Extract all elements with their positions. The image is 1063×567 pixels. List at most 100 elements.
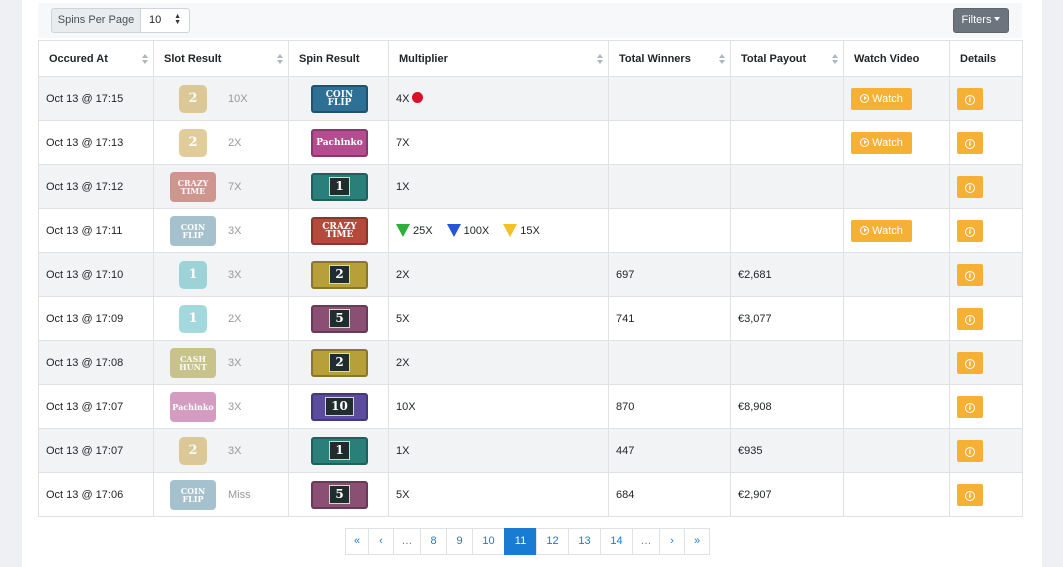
total-winners-cell [608,208,731,253]
info-icon: i [965,94,975,105]
occured-at-cell: Oct 13 @ 17:15 [38,76,154,121]
total-winners-cell [608,340,731,385]
filters-button[interactable]: Filters [953,8,1009,33]
total-payout-cell [730,76,844,121]
details-cell: i [949,384,1023,429]
spin-result-icon: 1 [311,172,368,201]
details-button[interactable]: i [957,395,983,418]
sort-icon[interactable] [277,54,284,65]
pagination-item[interactable]: 13 [568,528,601,555]
total-payout-cell: €8,908 [730,384,844,429]
slot-multiplier: 3X [228,356,242,369]
details-cell: i [949,120,1023,165]
sort-icon[interactable] [597,54,604,65]
pagination-item[interactable]: 14 [600,528,633,555]
col-header-occured-at[interactable]: Occured At [38,40,154,77]
table-row: Oct 13 @ 17:08 CASH HUNT 3X 2 2X i [38,340,1023,385]
bonus-flapper-icon [396,224,410,237]
watch-video-cell [843,384,950,429]
details-button[interactable]: i [957,131,983,154]
spins-per-page-select[interactable]: 10 ▲ ▼ [140,8,190,33]
spin-result-cell: 2 [288,340,389,385]
multiplier-cell: 4X [388,76,609,121]
pagination: «‹… 8 9 10 11 12 13 14… ›» [345,528,710,555]
pagination-item[interactable]: 8 [420,528,447,555]
table-toolbar [38,3,1022,38]
pagination-item[interactable]: 10 [472,528,505,555]
watch-video-cell [843,340,950,385]
slot-result-cell: COIN FLIP 3X [153,208,289,253]
col-header-total-winners[interactable]: Total Winners [608,40,731,77]
multiplier-value: 1X [396,444,410,457]
bonus-multiplier: 25X [396,224,433,237]
pagination-item[interactable]: « [345,528,369,555]
details-button[interactable]: i [957,87,983,110]
pagination-item[interactable]: 11 [504,528,537,555]
pagination-item[interactable]: 9 [446,528,473,555]
details-button[interactable]: i [957,219,983,242]
slot-result-cell: COIN FLIP Miss [153,472,289,517]
pagination-item[interactable]: 12 [536,528,569,555]
col-header-total-payout[interactable]: Total Payout [730,40,844,77]
multiplier-value: 5X [396,488,410,501]
sort-icon[interactable] [719,54,726,65]
spin-result-cell: 1 [288,164,389,209]
multiplier-cell: 7X [388,120,609,165]
details-cell: i [949,472,1023,517]
occured-at-cell: Oct 13 @ 17:12 [38,164,154,209]
multiplier-cell: 5X [388,296,609,341]
info-icon: i [965,358,975,369]
slot-multiplier: 3X [228,444,242,457]
col-header-slot-result[interactable]: Slot Result [153,40,289,77]
pagination-item[interactable]: ‹ [368,528,394,555]
details-button[interactable]: i [957,307,983,330]
slot-result-icon: 2 [179,436,207,465]
select-caret-icon: ▲ ▼ [174,13,181,26]
occured-at-cell: Oct 13 @ 17:07 [38,384,154,429]
multiplier-value: 2X [396,268,410,281]
details-button[interactable]: i [957,263,983,286]
spins-per-page-label: Spins Per Page [51,8,140,33]
total-winners-cell: 447 [608,428,731,473]
slot-result-cell: CRAZY TIME 7X [153,164,289,209]
details-button[interactable]: i [957,483,983,506]
info-icon: i [965,402,975,413]
total-payout-cell: €935 [730,428,844,473]
details-button[interactable]: i [957,175,983,198]
watch-button[interactable]: Watch [851,219,912,242]
sort-icon[interactable] [832,54,839,65]
spin-result-cell: CRAZY TIME [288,208,389,253]
slot-multiplier: Miss [228,488,251,501]
col-header-multiplier[interactable]: Multiplier [388,40,609,77]
watch-button[interactable]: Watch [851,87,912,110]
filters-label: Filters [961,14,992,26]
multiplier-value: 2X [396,356,410,369]
bonus-flapper-icon [503,224,518,237]
total-payout-cell: €2,681 [730,252,844,297]
red-dot-icon [412,92,424,103]
occured-at-cell: Oct 13 @ 17:07 [38,428,154,473]
table-row: Oct 13 @ 17:07 2 3X 1 1X 447 €935 i [38,428,1023,473]
info-icon: i [965,270,975,281]
info-icon: i [965,490,975,501]
slot-result-icon: 2 [179,128,207,157]
slot-multiplier: 2X [228,312,242,325]
slot-result-icon: CASH HUNT [170,347,216,378]
slot-result-cell: 1 2X [153,296,289,341]
slot-result-icon: COIN FLIP [170,215,216,246]
spin-result-icon: 5 [311,480,368,509]
multiplier-cell: 1X [388,164,609,209]
spin-result-cell: 5 [288,296,389,341]
sort-icon[interactable] [142,54,149,65]
col-header-details: Details [949,40,1023,77]
pagination-item[interactable]: › [659,528,685,555]
multiplier-cell: 1X [388,428,609,473]
watch-button[interactable]: Watch [851,131,912,154]
total-payout-cell [730,340,844,385]
details-button[interactable]: i [957,439,983,462]
pagination-item[interactable]: » [684,528,710,555]
details-button[interactable]: i [957,351,983,374]
spin-result-cell: COIN FLIP [288,76,389,121]
spin-result-cell: Pachinko [288,120,389,165]
slot-multiplier: 3X [228,224,242,237]
